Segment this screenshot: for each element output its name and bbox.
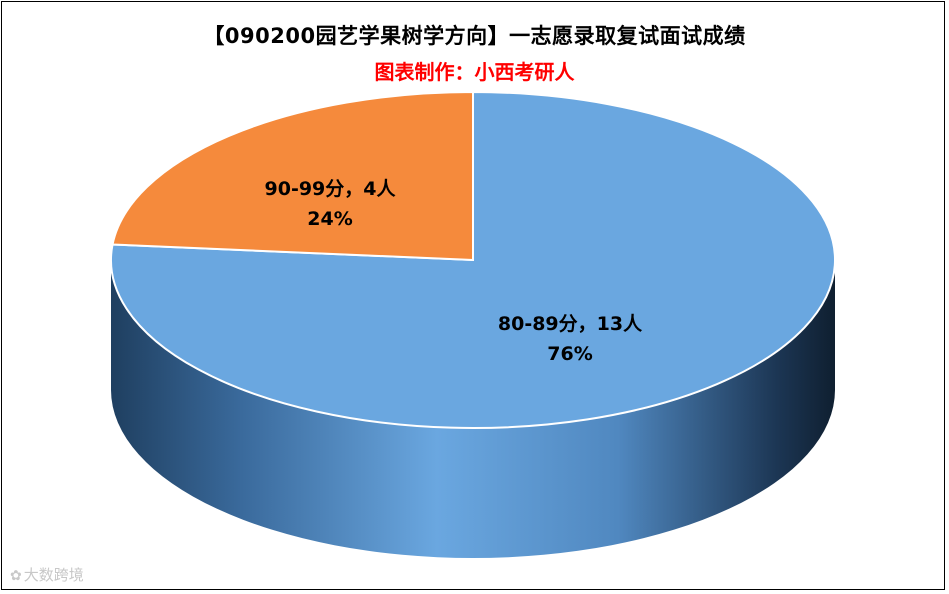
pie-slice-1 [111, 90, 474, 262]
slice-percent-0: 76% [547, 343, 592, 365]
slice-label-1: 90-99分，4人 [265, 178, 397, 200]
watermark: ✿ 大数跨境 [10, 564, 84, 585]
slice-label-0: 80-89分，13人 [498, 313, 643, 335]
chart-subtitle: 图表制作：小西考研人 [374, 60, 575, 84]
logo-icon: ✿ [10, 568, 22, 584]
slice-percent-1: 24% [307, 208, 352, 230]
chart-title: 【090200园艺学果树学方向】一志愿录取复试面试成绩 [203, 24, 746, 48]
pie-side-wall [111, 260, 835, 558]
watermark-text: 大数跨境 [23, 566, 84, 584]
